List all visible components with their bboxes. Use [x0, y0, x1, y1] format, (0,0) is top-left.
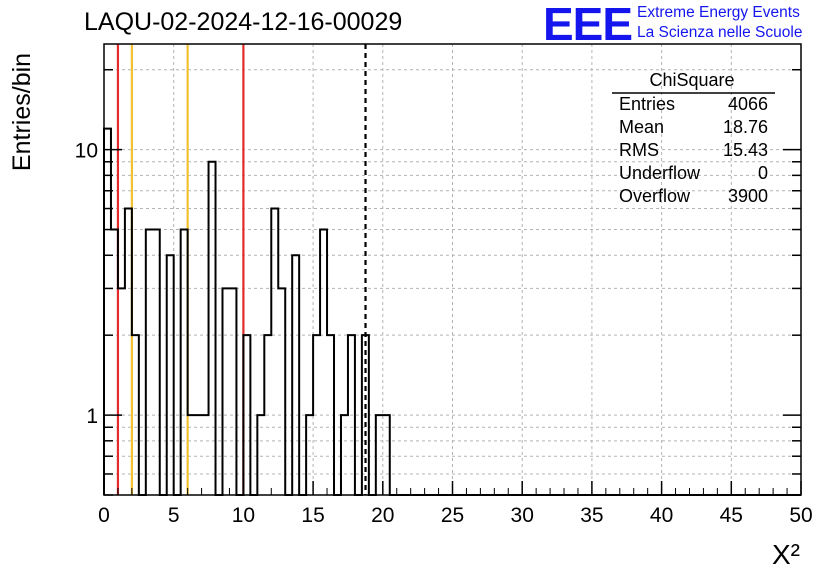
stats-value-entries: 4066	[728, 94, 768, 114]
x-tick-label: 25	[441, 504, 464, 527]
stats-box: ChiSquare Entries 4066 Mean 18.76 RMS 15…	[612, 70, 775, 206]
x-tick-label: 20	[371, 504, 394, 527]
stats-title: ChiSquare	[649, 70, 734, 90]
stats-value-mean: 18.76	[723, 117, 768, 137]
x-axis-label: X²	[772, 539, 800, 570]
x-tick-label: 45	[720, 504, 743, 527]
x-tick-label: 35	[580, 504, 603, 527]
x-tick-label: 30	[511, 504, 534, 527]
stats-label-entries: Entries	[619, 94, 675, 114]
x-tick-label: 50	[789, 504, 812, 527]
stats-label-overflow: Overflow	[619, 186, 691, 206]
stats-value-overflow: 3900	[728, 186, 768, 206]
chart-title: LAQU-02-2024-12-16-00029	[84, 8, 403, 36]
y-axis-label: Entries/bin	[8, 53, 36, 171]
plot-frame	[103, 43, 802, 496]
stats-value-rms: 15.43	[723, 140, 768, 160]
x-tick-label: 15	[301, 504, 324, 527]
stats-label-rms: RMS	[619, 140, 659, 160]
stats-value-underflow: 0	[758, 163, 768, 183]
y-tick-label: 10	[75, 140, 98, 163]
axes-layer: 0 5 10 15 20 25 30 35 40 45 50 1 10	[75, 68, 813, 527]
x-tick-label: 0	[98, 504, 110, 527]
y-tick-label: 1	[86, 405, 98, 428]
stats-label-underflow: Underflow	[619, 163, 701, 183]
eee-logo: EEE Extreme Energy Events La Scienza nel…	[543, 0, 833, 50]
logo-mark: EEE	[543, 0, 633, 50]
x-tick-label: 40	[650, 504, 673, 527]
logo-line-1: Extreme Energy Events	[637, 4, 800, 21]
x-tick-label: 5	[168, 504, 180, 527]
x-tick-label: 10	[232, 504, 255, 527]
stats-label-mean: Mean	[619, 117, 664, 137]
grid-layer	[104, 44, 801, 496]
logo-line-2: La Scienza nelle Scuole	[637, 24, 803, 41]
